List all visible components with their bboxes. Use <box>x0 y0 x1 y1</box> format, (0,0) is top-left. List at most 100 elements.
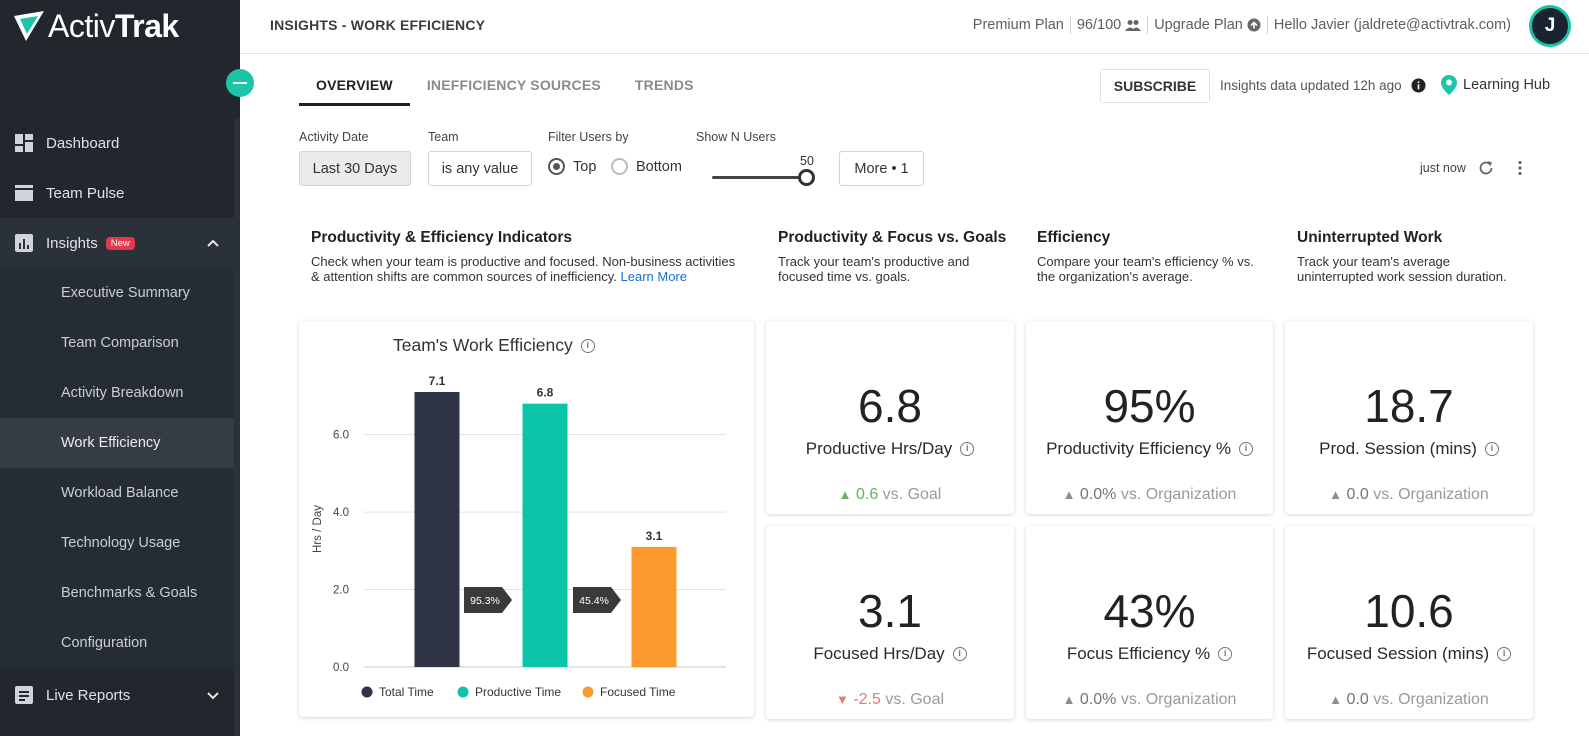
radio-top[interactable]: Top <box>548 158 596 175</box>
kpi-comparison-suffix: vs. Goal <box>885 691 945 708</box>
legend-label: Total Time <box>379 685 434 699</box>
kpi-delta: 0.0% <box>1079 691 1117 708</box>
triangle-up-icon: ▲ <box>1329 692 1343 707</box>
kpi-label-text: Focus Efficiency % <box>1066 644 1211 663</box>
info-icon[interactable]: i <box>580 338 595 353</box>
team-pulse-icon <box>14 183 34 203</box>
data-updated-text: Insights data updated 12h ago <box>1220 78 1402 93</box>
radio-bottom[interactable]: Bottom <box>611 158 682 175</box>
indicators-desc-line-1: Check when your team is productive and f… <box>311 254 736 269</box>
efficiency-arrow <box>464 587 512 613</box>
activtrak-logo[interactable]: ActivTrak <box>12 8 179 44</box>
goals-section-description: Track your team's productive and focused… <box>778 254 969 284</box>
sidebar-item-label: Benchmarks & Goals <box>61 585 198 601</box>
upgrade-plan-link[interactable]: Upgrade Plan <box>1154 17 1261 33</box>
seats-indicator[interactable]: 96/100 <box>1076 17 1142 33</box>
efficiency-desc-line-2: the organization's average. <box>1037 269 1193 284</box>
legend-label: Productive Time <box>475 685 561 699</box>
info-icon[interactable]: i <box>1497 647 1512 661</box>
efficiency-ratio-label: 95.3% <box>470 595 500 607</box>
sidebar-item-label: Configuration <box>61 635 148 651</box>
seats-count: 96/100 <box>1076 17 1122 33</box>
show-n-users-slider-track[interactable] <box>712 176 808 179</box>
refresh-icon[interactable] <box>1478 160 1494 176</box>
tab-overview[interactable]: OVERVIEW <box>299 70 410 106</box>
avatar[interactable]: J <box>1529 5 1571 47</box>
radio-top-label: Top <box>573 158 597 175</box>
page-title: INSIGHTS - WORK EFFICIENCY <box>270 17 486 33</box>
logo-text-b: Trak <box>114 7 179 44</box>
activity-date-select[interactable]: Last 30 Days <box>299 151 411 186</box>
sidebar-item-activity-breakdown[interactable]: Activity Breakdown <box>0 368 234 418</box>
sidebar-item-label: Executive Summary <box>61 285 190 301</box>
account-bar: Premium Plan 96/100 Upgrade Plan Hello J… <box>973 16 1511 34</box>
radio-bottom-label: Bottom <box>636 158 682 175</box>
sidebar: ActivTrak Dashboard Team Pulse Insights … <box>0 0 240 736</box>
info-icon[interactable]: i <box>960 442 975 456</box>
tab-trends[interactable]: TRENDS <box>634 77 694 93</box>
sidebar-item-dashboard[interactable]: Dashboard <box>0 118 234 168</box>
sidebar-item-technology-usage[interactable]: Technology Usage <box>0 518 234 568</box>
y-tick-label: 4.0 <box>333 507 349 519</box>
info-filled-icon[interactable] <box>1411 78 1426 93</box>
kpi-label-text: Focused Hrs/Day <box>813 644 945 663</box>
kpi-comparison-suffix: vs. Organization <box>1373 691 1489 708</box>
info-icon[interactable]: i <box>952 647 967 661</box>
show-n-users-slider-thumb[interactable] <box>798 169 815 186</box>
learn-more-link[interactable]: Learn More <box>620 269 687 284</box>
goals-section-title: Productivity & Focus vs. Goals <box>778 229 1007 246</box>
user-greeting[interactable]: Hello Javier (jaldrete@activtrak.com) <box>1273 17 1511 33</box>
more-vert-icon[interactable] <box>1513 160 1527 176</box>
kpi-value: 43% <box>1103 585 1196 637</box>
sidebar-collapse-button[interactable] <box>226 69 254 97</box>
sidebar-item-configuration[interactable]: Configuration <box>0 618 234 668</box>
more-filters-button[interactable]: More • 1 <box>839 151 924 186</box>
sidebar-item-team-pulse[interactable]: Team Pulse <box>0 168 234 218</box>
kpi-card-prod-session: 18.7 Prod. Session (mins) i ▲ 0.0 vs. Org… <box>1285 321 1533 514</box>
indicators-section-title: Productivity & Efficiency Indicators <box>311 229 572 246</box>
kpi-label: Focused Session (mins) i <box>1285 644 1533 664</box>
chevron-down-icon <box>207 692 219 700</box>
chevron-up-icon <box>207 239 219 247</box>
info-icon[interactable]: i <box>1484 442 1499 456</box>
kpi-comparison: ▲ 0.0% vs. Organization <box>1026 691 1273 709</box>
logo-mark-icon <box>14 11 44 41</box>
sidebar-item-benchmarks-goals[interactable]: Benchmarks & Goals <box>0 568 234 618</box>
sidebar-item-insights[interactable]: Insights New <box>0 218 234 268</box>
kpi-comparison-suffix: vs. Goal <box>882 486 942 503</box>
sidebar-item-label: Technology Usage <box>61 535 181 551</box>
sidebar-item-executive-summary[interactable]: Executive Summary <box>0 268 234 318</box>
kpi-comparison: ▲ 0.6 vs. Goal <box>766 486 1014 504</box>
sidebar-scrollbar[interactable] <box>234 118 240 736</box>
y-tick-label: 0.0 <box>333 662 349 674</box>
uninterrupted-section-description: Track your team's average uninterrupted … <box>1297 254 1507 284</box>
sidebar-item-work-efficiency[interactable]: Work Efficiency <box>0 418 234 468</box>
subscribe-button[interactable]: SUBSCRIBE <box>1100 69 1210 103</box>
kpi-comparison: ▲ 0.0 vs. Organization <box>1285 691 1533 709</box>
bar-total-time <box>414 392 460 667</box>
kpi-delta: 0.0 <box>1346 486 1369 503</box>
triangle-up-icon: ▲ <box>1329 487 1343 502</box>
tab-inefficiency-sources[interactable]: INEFFICIENCY SOURCES <box>426 77 601 93</box>
legend-label: Focused Time <box>600 685 676 699</box>
team-label: Team <box>428 130 459 144</box>
show-n-users-value: 50 <box>800 154 814 168</box>
kpi-comparison: ▲ 0.0 vs. Organization <box>1285 486 1533 504</box>
indicators-section-description: Check when your team is productive and f… <box>311 254 751 284</box>
goals-desc-line-1: Track your team's productive and <box>778 254 970 269</box>
kpi-value: 10.6 <box>1364 585 1454 637</box>
info-icon[interactable]: i <box>1238 442 1253 456</box>
chart-title: Team's Work Efficiency i <box>393 335 595 356</box>
kpi-value: 95% <box>1103 380 1196 432</box>
sidebar-item-team-comparison[interactable]: Team Comparison <box>0 318 234 368</box>
live-reports-icon <box>14 685 34 705</box>
tab-bar: OVERVIEW INEFFICIENCY SOURCES TRENDS <box>299 70 711 106</box>
show-n-users-label: Show N Users <box>696 130 776 144</box>
sidebar-item-workload-balance[interactable]: Workload Balance <box>0 468 234 518</box>
learning-hub-link[interactable]: Learning Hub <box>1441 75 1550 95</box>
legend-swatch <box>361 686 373 698</box>
team-select[interactable]: is any value <box>428 151 532 186</box>
info-icon[interactable]: i <box>1218 647 1233 661</box>
sidebar-item-live-reports[interactable]: Live Reports <box>0 670 234 720</box>
triangle-up-icon: ▲ <box>1062 692 1076 707</box>
